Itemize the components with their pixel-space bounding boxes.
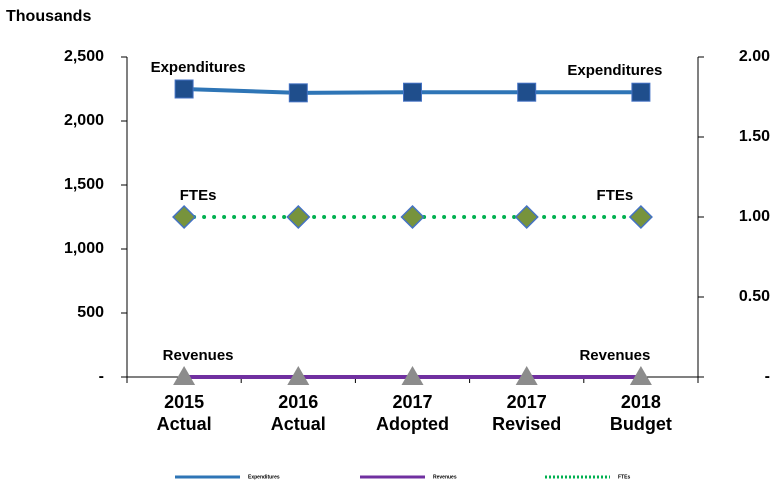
yticks-label: 2,000 bbox=[64, 112, 104, 129]
marker bbox=[517, 82, 537, 102]
y2ticks-label: 0.50 bbox=[739, 288, 770, 305]
x-tick-label: Adopted bbox=[376, 414, 449, 434]
legend-label: FTEs bbox=[618, 474, 630, 480]
series-annotation: Expenditures bbox=[567, 62, 662, 79]
marker bbox=[515, 366, 538, 385]
marker bbox=[514, 204, 539, 230]
series-annotation: Revenues bbox=[163, 347, 234, 364]
y2ticks-label: 1.00 bbox=[739, 208, 770, 225]
yticks-label: 1,500 bbox=[64, 176, 104, 193]
x-tick-label: Actual bbox=[271, 414, 326, 434]
marker bbox=[288, 83, 308, 103]
marker bbox=[629, 366, 652, 385]
yticks-label: 2,500 bbox=[64, 48, 104, 65]
x-tick-label: 2017 bbox=[392, 392, 432, 412]
y2ticks-label: 2.00 bbox=[739, 48, 770, 65]
yticks-label: 500 bbox=[77, 304, 104, 321]
series-annotation: FTEs bbox=[597, 187, 634, 204]
y-axis-label: Thousands bbox=[6, 8, 91, 25]
x-tick-label: Actual bbox=[157, 414, 212, 434]
series-annotation: FTEs bbox=[180, 187, 217, 204]
marker bbox=[174, 79, 194, 99]
marker bbox=[172, 204, 197, 230]
series-annotation: Expenditures bbox=[151, 59, 246, 76]
yticks-label: - bbox=[99, 368, 104, 385]
x-tick-label: Revised bbox=[492, 414, 561, 434]
marker bbox=[400, 204, 425, 230]
series-annotation: Revenues bbox=[579, 347, 650, 364]
x-tick-label: 2016 bbox=[278, 392, 318, 412]
marker bbox=[403, 82, 422, 102]
y2ticks-label: 1.50 bbox=[739, 128, 770, 145]
y2ticks-label: - bbox=[765, 368, 770, 385]
yticks-label: 1,000 bbox=[64, 240, 104, 257]
legend-label: Revenues bbox=[433, 474, 457, 480]
marker bbox=[286, 204, 311, 230]
x-tick-label: 2015 bbox=[164, 392, 204, 412]
marker bbox=[173, 366, 196, 385]
marker bbox=[287, 366, 310, 385]
legend-label: Expenditures bbox=[248, 474, 280, 480]
x-tick-label: 2018 bbox=[621, 392, 661, 412]
marker bbox=[628, 204, 653, 230]
x-tick-label: 2017 bbox=[507, 392, 547, 412]
marker bbox=[401, 366, 424, 385]
x-tick-label: Budget bbox=[610, 414, 672, 434]
marker bbox=[631, 82, 651, 102]
